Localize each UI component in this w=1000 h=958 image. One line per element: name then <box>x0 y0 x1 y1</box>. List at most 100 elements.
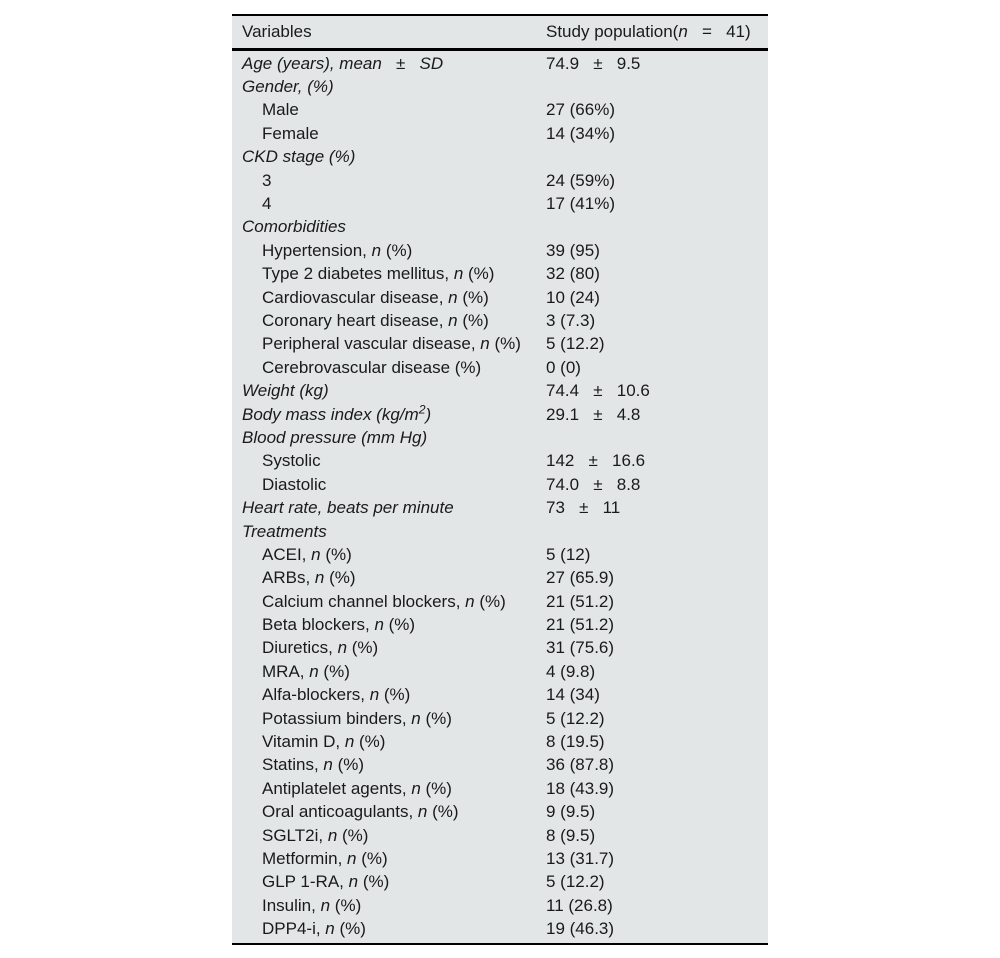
label-segment: Type 2 diabetes mellitus, <box>262 264 454 284</box>
value-cell: 11 (26.8) <box>546 895 613 915</box>
label-segment: n <box>325 919 335 939</box>
variable-label: Blood pressure (mm Hg) <box>232 428 546 448</box>
variable-label: Systolic <box>232 451 546 471</box>
variable-label: Cerebrovascular disease (%) <box>232 358 546 378</box>
label-segment: Potassium binders, <box>262 708 412 728</box>
table-row: Beta blockers, n (%) 21 (51.2) <box>232 613 768 636</box>
label-segment: Beta blockers, <box>262 615 375 635</box>
value-cell: 5 (12) <box>546 544 591 564</box>
label-segment: (%) <box>347 638 379 658</box>
variable-label: ARBs, n (%) <box>232 568 546 588</box>
variable-label: Cardiovascular disease, n (%) <box>232 288 546 308</box>
label-segment: Antiplatelet agents, <box>262 778 412 798</box>
value-cell: 21 (51.2) <box>546 591 615 611</box>
column-header-variables: Variables <box>242 22 312 41</box>
value-cell: 18 (43.9) <box>546 778 615 798</box>
table-row: 4 17 (41%) <box>232 192 768 215</box>
table-row: Body mass index (kg/m2) 29.1 ± 4.8 <box>232 403 768 426</box>
value-cell: 36 (87.8) <box>546 755 615 775</box>
label-segment: Peripheral vascular disease, <box>262 334 481 354</box>
variable-label: Hypertension, n (%) <box>232 241 546 261</box>
table-row: SGLT2i, n (%) 8 (9.5) <box>232 824 768 847</box>
variable-label: Treatments <box>232 522 546 542</box>
label-segment: n <box>323 755 333 775</box>
table-row: Type 2 diabetes mellitus, n (%) 32 (80) <box>232 263 768 286</box>
label-segment: n <box>448 310 458 330</box>
label-segment: (%) <box>337 825 369 845</box>
variable-label: Age (years), mean ± SD <box>232 54 546 74</box>
value-cell: 74.0 ± 8.8 <box>546 474 641 494</box>
variable-label: Gender, (%) <box>232 77 546 97</box>
value-cell: 9 (9.5) <box>546 802 596 822</box>
label-segment: Vitamin D, <box>262 732 345 752</box>
value-cell: 14 (34%) <box>546 123 615 143</box>
label-segment: (%) <box>334 919 366 939</box>
label-segment: (%) <box>332 755 365 775</box>
table-row: Antiplatelet agents, n (%) 18 (43.9) <box>232 777 768 800</box>
value-cell: 74.9 ± 9.5 <box>546 53 641 73</box>
label-segment: Diuretics, <box>262 638 338 658</box>
label-segment: n <box>327 825 338 845</box>
value-cell: 3 (7.3) <box>546 310 596 330</box>
label-segment: (%) <box>463 264 495 284</box>
variable-label: SGLT2i, n (%) <box>232 826 546 846</box>
label-segment: Study population( <box>546 22 679 41</box>
label-segment: Statins, <box>262 755 324 775</box>
label-segment: n <box>344 732 355 752</box>
label-segment: (%) <box>330 895 362 915</box>
table-row: Treatments <box>232 520 768 543</box>
value-cell: 31 (75.6) <box>546 638 615 658</box>
label-segment: (%) <box>457 310 489 330</box>
label-segment: (%) <box>489 334 521 354</box>
variable-label: Vitamin D, n (%) <box>232 732 546 752</box>
label-segment: n <box>347 848 357 868</box>
variable-label: Alfa-blockers, n (%) <box>232 685 546 705</box>
label-segment: Metformin, <box>262 848 348 868</box>
variable-label: Body mass index (kg/m2) <box>232 405 546 425</box>
table-row: Insulin, n (%) 11 (26.8) <box>232 894 768 917</box>
label-segment: n <box>678 22 688 41</box>
label-segment: DPP4-i, <box>262 919 326 939</box>
label-segment: n <box>480 334 490 354</box>
study-population-table: Variables Study population(n = 41) Age (… <box>232 14 768 945</box>
value-cell: 39 (95) <box>546 240 600 260</box>
table-row: Weight (kg) 74.4 ± 10.6 <box>232 379 768 402</box>
variable-label: MRA, n (%) <box>232 662 546 682</box>
value-cell: 73 ± 11 <box>546 498 621 518</box>
label-segment: Comorbidities <box>242 217 346 237</box>
variable-label: DPP4-i, n (%) <box>232 919 546 939</box>
label-segment: (%) <box>358 872 390 892</box>
value-cell: 5 (12.2) <box>546 872 605 892</box>
variable-label: Male <box>232 100 546 120</box>
label-segment: (%) <box>318 661 350 681</box>
label-segment: Oral anticoagulants, <box>262 802 418 822</box>
table-row: DPP4-i, n (%) 19 (46.3) <box>232 917 768 940</box>
table-row: Diuretics, n (%) 31 (75.6) <box>232 637 768 660</box>
table-row: Alfa-blockers, n (%) 14 (34) <box>232 684 768 707</box>
label-segment: Age (years), mean ± SD <box>242 53 444 73</box>
table-row: Potassium binders, n (%) 5 (12.2) <box>232 707 768 730</box>
variable-label: Calcium channel blockers, n (%) <box>232 592 546 612</box>
value-cell: 32 (80) <box>546 264 600 284</box>
value-cell: 27 (66%) <box>546 100 615 120</box>
label-segment: SGLT2i, <box>262 825 328 845</box>
table-row: Hypertension, n (%) 39 (95) <box>232 239 768 262</box>
label-segment: Alfa-blockers, <box>262 685 370 705</box>
value-cell: 5 (12.2) <box>546 334 605 354</box>
label-segment: CKD stage (%) <box>242 147 356 167</box>
label-segment: n <box>309 661 319 681</box>
table-row: MRA, n (%) 4 (9.8) <box>232 660 768 683</box>
label-segment: Diastolic <box>262 474 327 494</box>
value-cell: 19 (46.3) <box>546 919 615 939</box>
table-row: GLP 1-RA, n (%) 5 (12.2) <box>232 871 768 894</box>
variable-label: Peripheral vascular disease, n (%) <box>232 334 546 354</box>
label-segment: ARBs, <box>262 568 315 588</box>
label-segment: GLP 1-RA, <box>262 872 349 892</box>
variable-label: Female <box>232 124 546 144</box>
variable-label: Oral anticoagulants, n (%) <box>232 802 546 822</box>
table-row: Metformin, n (%) 13 (31.7) <box>232 847 768 870</box>
table-row: ARBs, n (%) 27 (65.9) <box>232 567 768 590</box>
label-segment: Calcium channel blockers, <box>262 591 466 611</box>
table-row: Cerebrovascular disease (%) 0 (0) <box>232 356 768 379</box>
value-cell: 27 (65.9) <box>546 568 615 588</box>
